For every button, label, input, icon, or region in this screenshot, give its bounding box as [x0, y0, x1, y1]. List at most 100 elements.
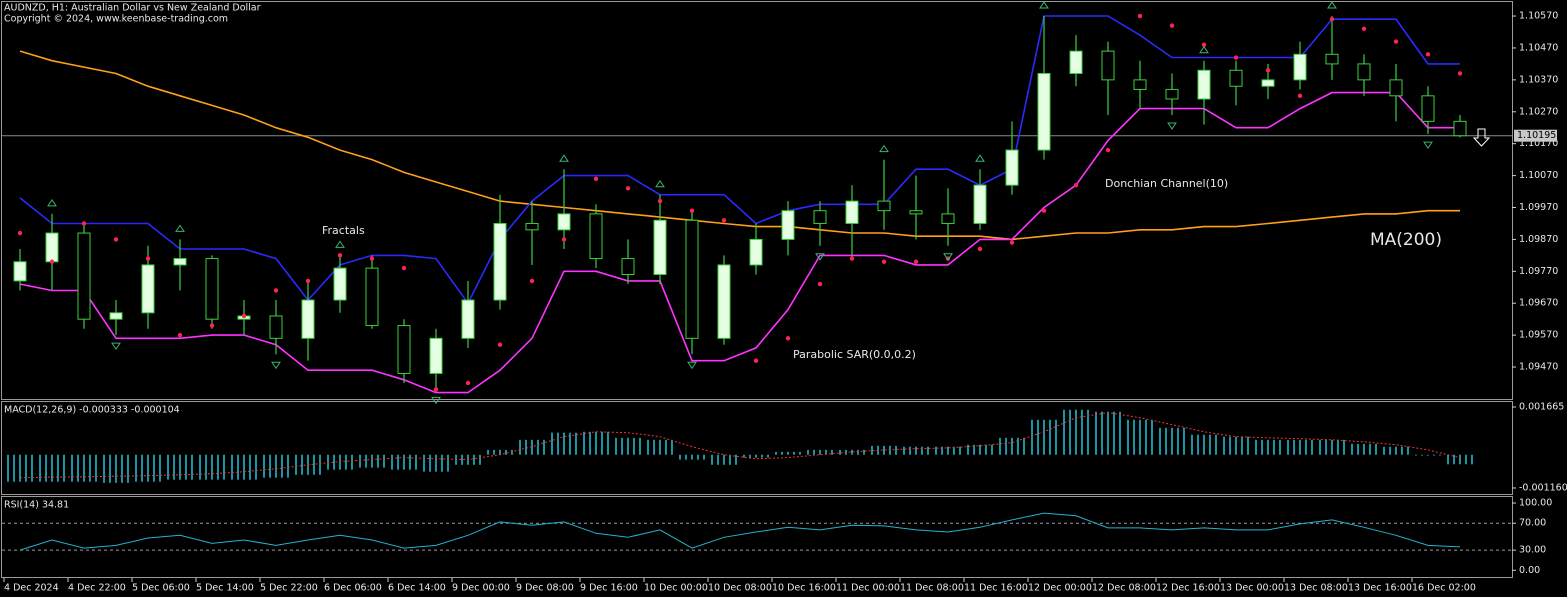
sar-dot: [465, 380, 471, 386]
channel-upper: [19, 15, 1460, 305]
sar-dot: [1201, 42, 1207, 47]
candle-body: [205, 258, 219, 320]
indicator-label: Parabolic SAR(0.0,0.2): [793, 348, 916, 361]
rsi-panel-frame: [1, 496, 1513, 578]
x-tick-label: 13 Dec 08:00: [1284, 583, 1348, 594]
candle-body: [653, 219, 667, 276]
candle-body: [749, 238, 763, 266]
sar-dot: [81, 221, 87, 226]
signal-arrow: [1472, 128, 1491, 147]
candle-body: [269, 315, 283, 339]
sar-dot: [1137, 13, 1143, 19]
fractal-up: [1327, 1, 1337, 9]
fractal-down: [271, 361, 281, 370]
candle-body: [941, 213, 955, 224]
indicator-label: Donchian Channel(10): [1105, 177, 1228, 190]
sar-dot: [17, 230, 23, 236]
sar-dot: [497, 342, 503, 347]
x-tick-label: 4 Dec 22:00: [68, 583, 126, 594]
sar-dot: [1425, 52, 1431, 57]
candle-body: [877, 200, 891, 212]
candle-body: [1165, 88, 1179, 100]
candle-body: [77, 232, 91, 320]
sar-dot: [1105, 147, 1111, 153]
candle-body: [1293, 53, 1307, 81]
y-tick-label: 0.001665: [1519, 401, 1564, 412]
x-tick-label: 9 Dec 08:00: [516, 583, 574, 594]
x-tick-label: 12 Dec 00:00: [1028, 583, 1092, 594]
sar-dot: [1297, 93, 1303, 99]
sar-dot: [913, 259, 919, 264]
x-tick-label: 6 Dec 14:00: [388, 583, 446, 594]
y-tick-label: 30.00: [1519, 545, 1546, 556]
candle-body: [717, 264, 731, 339]
y-tick-label: 1.10270: [1519, 106, 1558, 117]
sar-dot: [689, 208, 695, 213]
x-tick-label: 10 Dec 16:00: [772, 583, 836, 594]
candle-body: [525, 222, 539, 231]
candle-body: [813, 210, 827, 224]
y-tick-label: 70.00: [1519, 518, 1546, 529]
candle-body: [1005, 149, 1019, 186]
sar-dot: [1265, 68, 1271, 73]
fractal-up: [975, 154, 985, 162]
sar-dot: [433, 387, 439, 392]
indicator-label: Fractals: [322, 224, 365, 237]
y-tick-label: 1.10370: [1519, 74, 1558, 85]
fractal-down: [1167, 122, 1177, 130]
sar-dot: [753, 358, 759, 363]
sar-dot: [1329, 17, 1335, 22]
y-tick-label: 0.00: [1519, 565, 1540, 576]
candle-body: [621, 258, 635, 276]
sar-dot: [1233, 55, 1239, 60]
sar-dot: [849, 256, 855, 261]
candle-body: [1037, 72, 1051, 151]
candle-body: [1069, 50, 1083, 74]
main-panel-frame: [1, 1, 1513, 400]
candle-body: [589, 213, 603, 260]
y-tick-label: 100.00: [1519, 498, 1552, 509]
x-tick-label: 13 Dec 00:00: [1220, 583, 1284, 594]
candle-body: [909, 210, 923, 215]
x-tick-label: 9 Dec 00:00: [452, 583, 510, 594]
y-tick-label: 1.09870: [1519, 234, 1558, 245]
chart-title: AUDNZD, H1: Australian Dollar vs New Zea…: [4, 3, 261, 14]
fractal-up: [47, 198, 57, 207]
sar-dot: [881, 259, 887, 264]
fractal-up: [1039, 1, 1049, 9]
sar-dot: [817, 281, 823, 287]
current-price-tag: [1514, 129, 1557, 142]
macd-title: MACD(12,26,9) -0.000333 -0.000104: [4, 405, 180, 416]
candle-body: [141, 264, 155, 314]
candle-body: [461, 299, 475, 339]
y-tick-label: 1.09670: [1519, 298, 1558, 309]
sar-dot: [561, 237, 567, 242]
x-tick-label: 11 Dec 08:00: [900, 583, 964, 594]
candle-body: [557, 213, 571, 231]
x-tick-label: 12 Dec 16:00: [1156, 583, 1220, 594]
candle-body: [173, 258, 187, 266]
fractal-up: [175, 224, 185, 232]
sar-dot: [241, 313, 247, 319]
candle-body: [109, 312, 123, 320]
x-tick-label: 10 Dec 08:00: [708, 583, 772, 594]
y-tick-label: 1.09970: [1519, 202, 1558, 213]
fractal-up: [1199, 45, 1209, 54]
candle-body: [301, 299, 315, 339]
sar-dot: [209, 323, 215, 328]
chart-subtitle: Copyright © 2024, www.keenbase-trading.c…: [4, 14, 228, 25]
ma-line: [19, 50, 1460, 241]
sar-dot: [1361, 26, 1367, 32]
candle-body: [685, 219, 699, 339]
x-tick-label: 6 Dec 06:00: [324, 583, 382, 594]
sar-dot: [593, 176, 599, 181]
indicator-label: MA(200): [1370, 230, 1442, 250]
x-tick-label: 5 Dec 22:00: [260, 583, 318, 594]
x-tick-label: 4 Dec 2024: [4, 583, 59, 594]
y-tick-label: 1.10470: [1519, 42, 1558, 53]
candle-body: [1101, 50, 1115, 81]
y-tick-label: 1.10070: [1519, 170, 1558, 181]
